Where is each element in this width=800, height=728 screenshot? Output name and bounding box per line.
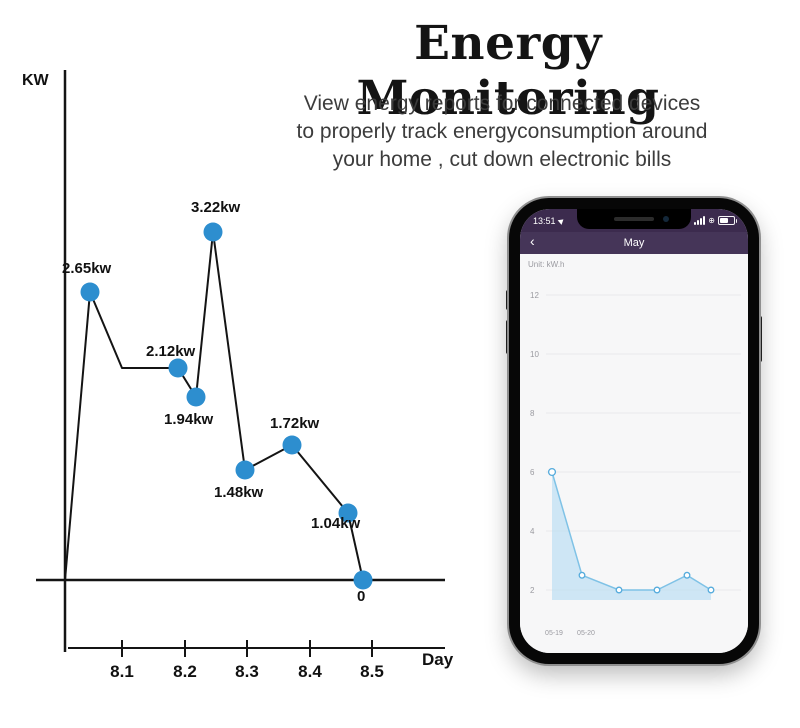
- subtitle-line-2: to properly track energyconsumption arou…: [296, 119, 708, 143]
- phone-power-button: [759, 316, 762, 362]
- mini-y-tick-label: 6: [530, 468, 535, 477]
- data-point-dot: [282, 435, 302, 455]
- x-tick-label: 8.5: [360, 662, 384, 681]
- mini-x-tick-label: 05-20: [577, 630, 595, 637]
- back-chevron-icon[interactable]: ‹: [530, 233, 535, 249]
- signal-icon: [694, 216, 706, 225]
- data-point-label: 1.04kw: [311, 515, 361, 532]
- speaker-icon: [614, 217, 654, 221]
- mini-data-point-dot: [578, 571, 586, 579]
- x-axis-label: Day: [422, 650, 454, 669]
- mini-data-point-dot: [707, 586, 715, 594]
- x-tick-label: 8.2: [173, 662, 197, 681]
- status-right-group: ⊕: [694, 215, 737, 225]
- vpn-icon: ⊕: [708, 215, 715, 225]
- data-point-dot: [80, 282, 100, 302]
- x-tick-label: 8.3: [235, 662, 259, 681]
- energy-line: [64, 231, 445, 581]
- mini-y-tick-label: 8: [530, 409, 535, 418]
- mini-area-fill: [552, 472, 711, 600]
- phone-volume-up-button: [506, 290, 509, 310]
- data-point-dot: [235, 460, 255, 480]
- data-point-label: 2.65kw: [62, 260, 112, 277]
- x-tick-label: 8.1: [110, 662, 134, 681]
- mini-y-tick-label: 4: [530, 527, 535, 536]
- battery-icon: [718, 216, 737, 225]
- phone-screen: 13:51 ⊕ ‹ May Unit: kW.h 12 10 8 6 4 2 05: [520, 209, 748, 653]
- data-point-dot: [353, 570, 373, 590]
- phone-nav-title: May: [623, 237, 645, 249]
- mini-x-tick-label: 05-19: [545, 630, 563, 637]
- mini-line: [551, 471, 712, 591]
- data-point-label: 2.12kw: [146, 343, 196, 360]
- status-left-group: 13:51: [533, 215, 565, 226]
- unit-label: Unit: kW.h: [528, 260, 565, 269]
- data-point-label: 1.72kw: [270, 415, 320, 432]
- mini-data-point-dot: [547, 467, 557, 477]
- mini-data-point-dot: [683, 571, 691, 579]
- phone-nav-bar: ‹ May: [520, 232, 748, 254]
- phone-notch: [577, 209, 691, 229]
- phone-report-content: Unit: kW.h 12 10 8 6 4 2 05-19 05-20: [520, 254, 748, 653]
- phone-mockup: 13:51 ⊕ ‹ May Unit: kW.h 12 10 8 6 4 2 05: [506, 198, 762, 664]
- mini-y-tick-label: 2: [530, 586, 535, 595]
- phone-chart-svg: 12 10 8 6 4 2 05-19 05-20: [530, 291, 741, 637]
- mini-data-point-dot: [653, 586, 661, 594]
- x-tick-label: 8.4: [298, 662, 322, 681]
- subtitle-line-3: your home , cut down electronic bills: [332, 147, 672, 171]
- data-point-dot: [203, 222, 223, 242]
- mini-y-tick-label: 12: [530, 291, 539, 300]
- data-point-dot: [338, 503, 358, 523]
- page-subtitle: View energy reports for connected device…: [248, 90, 756, 174]
- camera-icon: [663, 216, 669, 222]
- mini-data-point-dot: [615, 586, 623, 594]
- status-time: 13:51: [533, 215, 556, 226]
- data-point-dot: [186, 387, 206, 407]
- data-point-label: 3.22kw: [191, 199, 241, 216]
- y-axis-label: KW: [22, 72, 49, 89]
- phone-volume-down-button: [506, 320, 509, 354]
- data-point-dot: [168, 358, 188, 378]
- data-point-label: 0: [357, 588, 365, 605]
- location-arrow-icon: [557, 216, 565, 225]
- subtitle-line-1: View energy reports for connected device…: [303, 92, 701, 115]
- energy-chart-svg: 8.1 8.2 8.3 8.4 8.5 2.65kw 2.12kw 1.94kw 3.22kw 1…: [36, 70, 445, 681]
- data-point-label: 1.48kw: [214, 484, 264, 501]
- page-title: Energy Monitoring: [356, 16, 660, 126]
- data-point-label: 1.94kw: [164, 411, 214, 428]
- mini-y-tick-label: 10: [530, 350, 539, 359]
